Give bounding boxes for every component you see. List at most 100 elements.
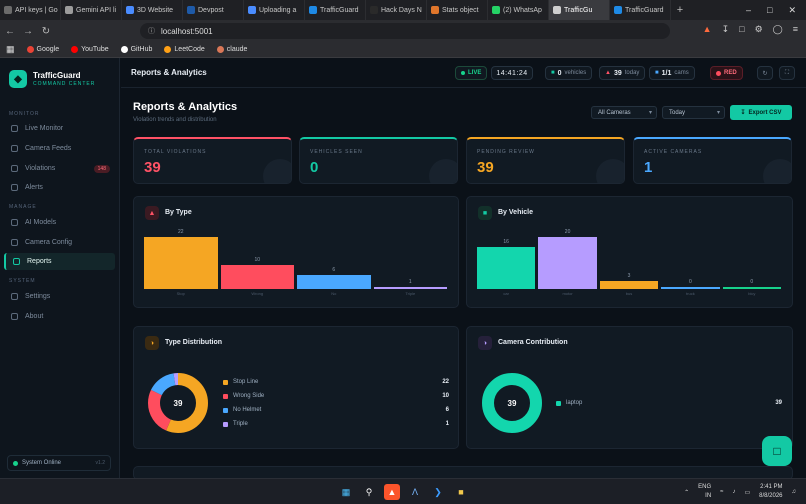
url-field[interactable]: ⓘ localhost:5001 xyxy=(140,23,670,39)
browser-tab[interactable]: API keys | Go xyxy=(0,0,61,20)
bar-value-label: 22 xyxy=(177,229,184,235)
bar-value-label: 0 xyxy=(688,279,692,285)
truck-icon: ■ xyxy=(478,206,492,220)
bar-category-label: Stop xyxy=(176,291,185,296)
chevron-up-icon[interactable]: ⌃ xyxy=(684,489,690,496)
apps-grid-icon[interactable]: ▦ xyxy=(6,44,15,54)
by-vehicle-title: By Vehicle xyxy=(498,209,534,216)
file-explorer-icon[interactable]: ■ xyxy=(458,487,464,497)
browser-tab[interactable]: Hack Days N xyxy=(366,0,427,20)
camera-filter-select[interactable]: All Cameras ▾ xyxy=(591,106,657,119)
bookmark-item[interactable]: GitHub xyxy=(120,46,153,53)
legend-value: 1 xyxy=(445,421,449,427)
menu-icon[interactable]: ≡ xyxy=(792,24,798,34)
bookmark-favicon-icon xyxy=(26,46,34,53)
minimize-icon[interactable]: – xyxy=(746,4,752,15)
fullscreen-button[interactable]: ⛶ xyxy=(779,66,795,80)
notification-bell-icon[interactable]: ♫ xyxy=(791,489,797,495)
bar-value-label: 0 xyxy=(750,279,754,285)
bar-category-label: No xyxy=(331,291,337,296)
sidebar-item-camera-feeds[interactable]: Camera Feeds xyxy=(4,140,115,157)
chart-bar xyxy=(722,287,781,289)
sidebar-item-settings[interactable]: Settings xyxy=(4,288,115,305)
browser-tab[interactable]: Stats object xyxy=(427,0,488,20)
sidebar-item-camera-config[interactable]: Camera Config xyxy=(4,234,115,251)
by-vehicle-chart: 16 car 20 motor 3 bus 0 truck 0 bicy xyxy=(477,227,784,299)
export-csv-button[interactable]: ↧ Export CSV xyxy=(730,105,792,120)
alert-level-badge[interactable]: RED xyxy=(710,66,743,80)
windows-start-icon[interactable]: ▦ xyxy=(341,486,351,497)
sidebar-item-about[interactable]: About xyxy=(4,308,115,325)
app-icon[interactable]: Λ xyxy=(411,487,418,497)
bookmark-label: GitHub xyxy=(130,46,153,53)
bookmark-item[interactable]: Google xyxy=(26,46,59,53)
bookmark-favicon-icon xyxy=(120,46,128,53)
extensions-icon[interactable]: ⚙ xyxy=(754,24,763,34)
settings-icon xyxy=(11,293,18,300)
app-root: ◆ TrafficGuard COMMAND CENTER MONITOR Li… xyxy=(0,58,806,480)
range-filter-select[interactable]: Today ▾ xyxy=(662,106,725,119)
sidebar-item-alerts[interactable]: Alerts xyxy=(4,179,115,196)
tab-favicon-icon xyxy=(248,6,256,14)
topbar-title: Reports & Analytics xyxy=(131,68,207,77)
browser-tab[interactable]: (2) WhatsAp xyxy=(488,0,549,20)
donut-chart: 39 xyxy=(482,373,542,433)
page-subtitle: Violation trends and distribution xyxy=(133,117,217,123)
browser-tab[interactable]: Devpost xyxy=(183,0,244,20)
volume-icon[interactable]: ♪ xyxy=(732,489,736,495)
system-clock[interactable]: 2:41 PM 8/8/2026 xyxy=(759,484,783,499)
battery-icon[interactable]: ▭ xyxy=(744,489,751,496)
bookmark-item[interactable]: YouTube xyxy=(71,46,109,53)
legend-swatch xyxy=(223,379,228,385)
stat-decoration xyxy=(263,159,291,183)
download-icon[interactable]: ↧ xyxy=(721,24,730,34)
legend-label: laptop xyxy=(566,400,583,406)
brand-title: TrafficGuard xyxy=(33,71,81,80)
sidebar-item-reports[interactable]: Reports xyxy=(4,253,115,270)
legend-item: No Helmet 6 xyxy=(223,405,449,415)
sidebar-item-ai-models[interactable]: AI Models xyxy=(4,214,115,231)
sidebar-item-violations[interactable]: Violations 148 xyxy=(4,160,115,177)
browser-tab[interactable]: TrafficGuard xyxy=(305,0,366,20)
bookmark-item[interactable]: claude xyxy=(216,46,247,53)
profile-icon[interactable]: ◯ xyxy=(772,24,783,34)
tab-label: TrafficGuard xyxy=(625,6,664,14)
back-icon[interactable]: ← xyxy=(5,25,15,37)
wifi-icon[interactable]: ≈ xyxy=(720,489,724,495)
bookmark-label: YouTube xyxy=(81,46,109,53)
sidebar-item-live-monitor[interactable]: Live Monitor xyxy=(4,120,115,137)
bar-category-label: bus xyxy=(625,291,633,296)
brave-browser-icon[interactable]: ▲ xyxy=(384,484,400,500)
legend-swatch xyxy=(556,400,561,406)
browser-tab[interactable]: Uploading a xyxy=(244,0,305,20)
camera-contribution-card: ◑ Camera Contribution 39 laptop 39 xyxy=(466,326,793,449)
refresh-button[interactable]: ↻ xyxy=(757,66,773,80)
vscode-icon[interactable]: ❯ xyxy=(434,486,442,497)
brand: ◆ TrafficGuard COMMAND CENTER xyxy=(9,70,95,88)
download-icon: ↧ xyxy=(740,110,746,116)
chart-bar xyxy=(477,247,536,289)
browser-tab[interactable]: 3D Website xyxy=(122,0,183,20)
brave-shield-icon[interactable]: ▲ xyxy=(702,24,712,34)
close-icon[interactable]: ✕ xyxy=(788,4,796,15)
sidebar-toggle-icon[interactable]: □ xyxy=(739,24,745,34)
new-tab-icon[interactable]: + xyxy=(676,4,684,16)
legend-swatch xyxy=(223,421,228,427)
system-status: System Online v1.2 xyxy=(7,455,111,471)
by-type-title: By Type xyxy=(165,209,192,216)
legend-swatch xyxy=(223,393,228,399)
search-icon[interactable]: ⚲ xyxy=(365,486,373,497)
bar-value-label: 16 xyxy=(503,239,509,246)
chat-assistant-button[interactable]: □ xyxy=(762,436,792,466)
forward-icon[interactable]: → xyxy=(23,25,33,37)
reload-icon[interactable]: ↻ xyxy=(41,25,51,37)
fullscreen-icon: ⛶ xyxy=(784,69,790,76)
browser-tab[interactable]: Gemini API li xyxy=(61,0,122,20)
bookmark-favicon-icon xyxy=(71,46,79,53)
browser-tab[interactable]: TrafficGuard xyxy=(610,0,671,20)
language-indicator[interactable]: ENG IN xyxy=(698,484,712,499)
browser-tab[interactable]: TrafficGu xyxy=(549,0,610,20)
bookmark-item[interactable]: LeetCode xyxy=(164,46,205,53)
maximize-icon[interactable]: □ xyxy=(767,4,773,15)
bookmark-favicon-icon xyxy=(164,46,172,53)
